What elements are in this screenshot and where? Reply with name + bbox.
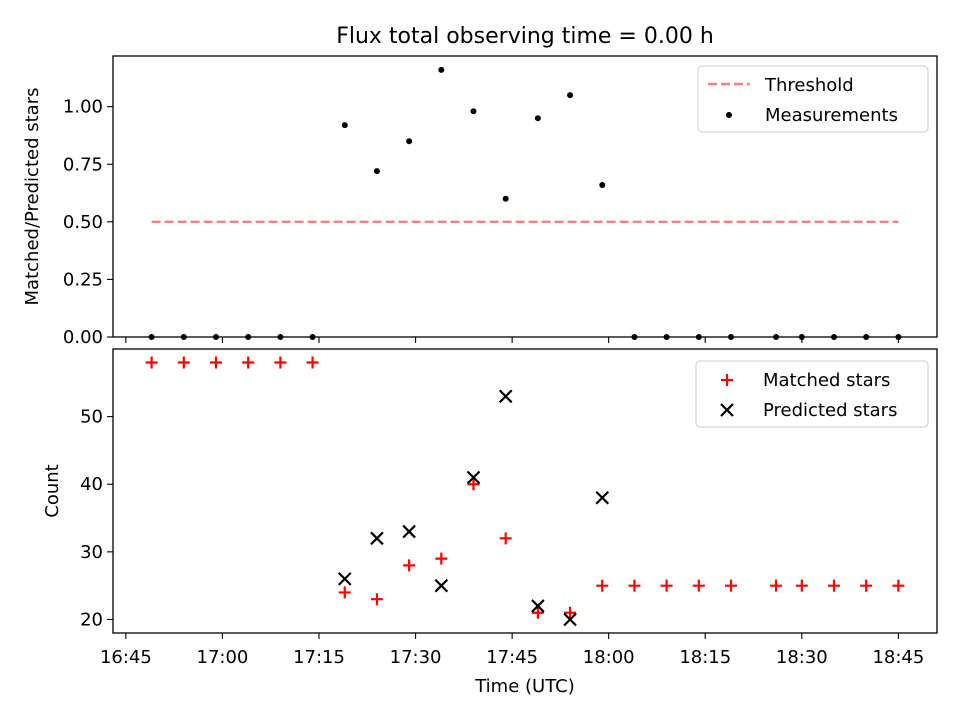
- bottom-xtick-label: 18:30: [776, 647, 828, 668]
- measurement-point: [599, 181, 606, 188]
- measurement-point: [470, 108, 477, 115]
- matched-point: [725, 579, 737, 592]
- measurement-point: [438, 66, 445, 73]
- matched-point: [770, 579, 783, 592]
- matched-point: [177, 356, 190, 369]
- matched-point: [467, 478, 480, 491]
- bottom-xtick-label: 18:00: [583, 647, 635, 668]
- bottom-legend: Matched stars Predicted stars: [695, 360, 929, 428]
- measurement-point: [502, 195, 509, 202]
- top-ytick-label: 1.00: [63, 97, 103, 118]
- bottom-xtick-label: 17:15: [293, 647, 345, 668]
- top-ytick-label: 0.50: [63, 212, 103, 233]
- matched-point: [564, 606, 577, 619]
- matched-point: [660, 579, 673, 592]
- bottom-xtick-label: 16:45: [100, 647, 152, 668]
- predicted-point: [498, 389, 513, 404]
- matched-point: [370, 593, 383, 606]
- bottom-xtick-label: 18:45: [872, 647, 924, 668]
- predicted-point: [595, 490, 610, 505]
- predicted-point: [531, 599, 545, 613]
- bottom-xtick-label: 17:00: [197, 647, 249, 668]
- matched-point: [210, 356, 222, 369]
- matched-point: [338, 586, 351, 599]
- matched-point: [145, 356, 158, 369]
- bottom-xtick-label: 18:15: [679, 647, 731, 668]
- legend-predicted-swatch: [720, 403, 734, 417]
- bottom-frame: [112, 348, 938, 634]
- bottom-ylabel: Count: [42, 464, 63, 517]
- predicted-point: [466, 470, 481, 485]
- legend-measurement-swatch: [726, 112, 732, 118]
- matched-point: [499, 532, 512, 545]
- top-ylabel: Matched/Predicted stars: [22, 88, 43, 306]
- matched-point: [274, 356, 287, 369]
- predicted-point: [370, 531, 384, 546]
- matched-point: [828, 579, 840, 592]
- top-ytick-label: 0.25: [63, 269, 103, 290]
- matched-point: [892, 579, 905, 592]
- bottom-ytick-label: 30: [80, 542, 103, 563]
- predicted-point: [563, 612, 577, 627]
- measurement-point: [373, 168, 380, 175]
- chart-title: Flux total observing time = 0.00 h: [336, 24, 714, 49]
- bottom-ytick-label: 50: [80, 407, 103, 428]
- bottom-plot: 16:45 17:00 17:15 17:30 17:45 18:00 18:15 18:30…: [42, 348, 938, 697]
- legend-matched-swatch: [721, 374, 733, 386]
- top-plot: 0.00 0.25 0.50 0.75 1.00 Matched/Predicted st…: [22, 55, 938, 348]
- predicted-point: [337, 572, 352, 586]
- legend-measurement-label: Measurements: [765, 105, 898, 126]
- predicted-point: [434, 578, 449, 593]
- top-frame: [112, 55, 938, 338]
- matched-point: [628, 579, 641, 592]
- matched-point: [795, 579, 808, 592]
- matched-point: [531, 606, 544, 619]
- measurement-point: [341, 122, 348, 129]
- bottom-xtick-label: 17:45: [486, 647, 538, 668]
- legend-predicted-label: Predicted stars: [763, 400, 897, 421]
- top-legend-box: [697, 65, 929, 133]
- measurement-point: [567, 92, 574, 99]
- matched-point: [860, 579, 873, 592]
- matched-point: [435, 552, 448, 565]
- bottom-legend-box: [695, 360, 929, 428]
- matched-point: [306, 356, 319, 369]
- top-ytick-label: 0.75: [63, 154, 103, 175]
- legend-threshold-label: Threshold: [764, 75, 854, 96]
- matched-point: [692, 579, 705, 592]
- bottom-ytick-label: 40: [80, 474, 103, 495]
- matched-point: [596, 579, 609, 592]
- matched-point: [242, 356, 255, 369]
- bottom-xlabel: Time (UTC): [474, 676, 575, 697]
- legend-matched-label: Matched stars: [763, 370, 890, 391]
- measurement-point: [406, 138, 413, 145]
- predicted-point: [402, 524, 416, 539]
- top-ytick-label: 0.00: [63, 327, 103, 348]
- measurement-point: [534, 115, 541, 122]
- bottom-xtick-label: 17:30: [390, 647, 442, 668]
- matched-point: [403, 559, 416, 572]
- bottom-ytick-label: 20: [80, 609, 103, 630]
- top-legend: Threshold Measurements: [697, 65, 929, 133]
